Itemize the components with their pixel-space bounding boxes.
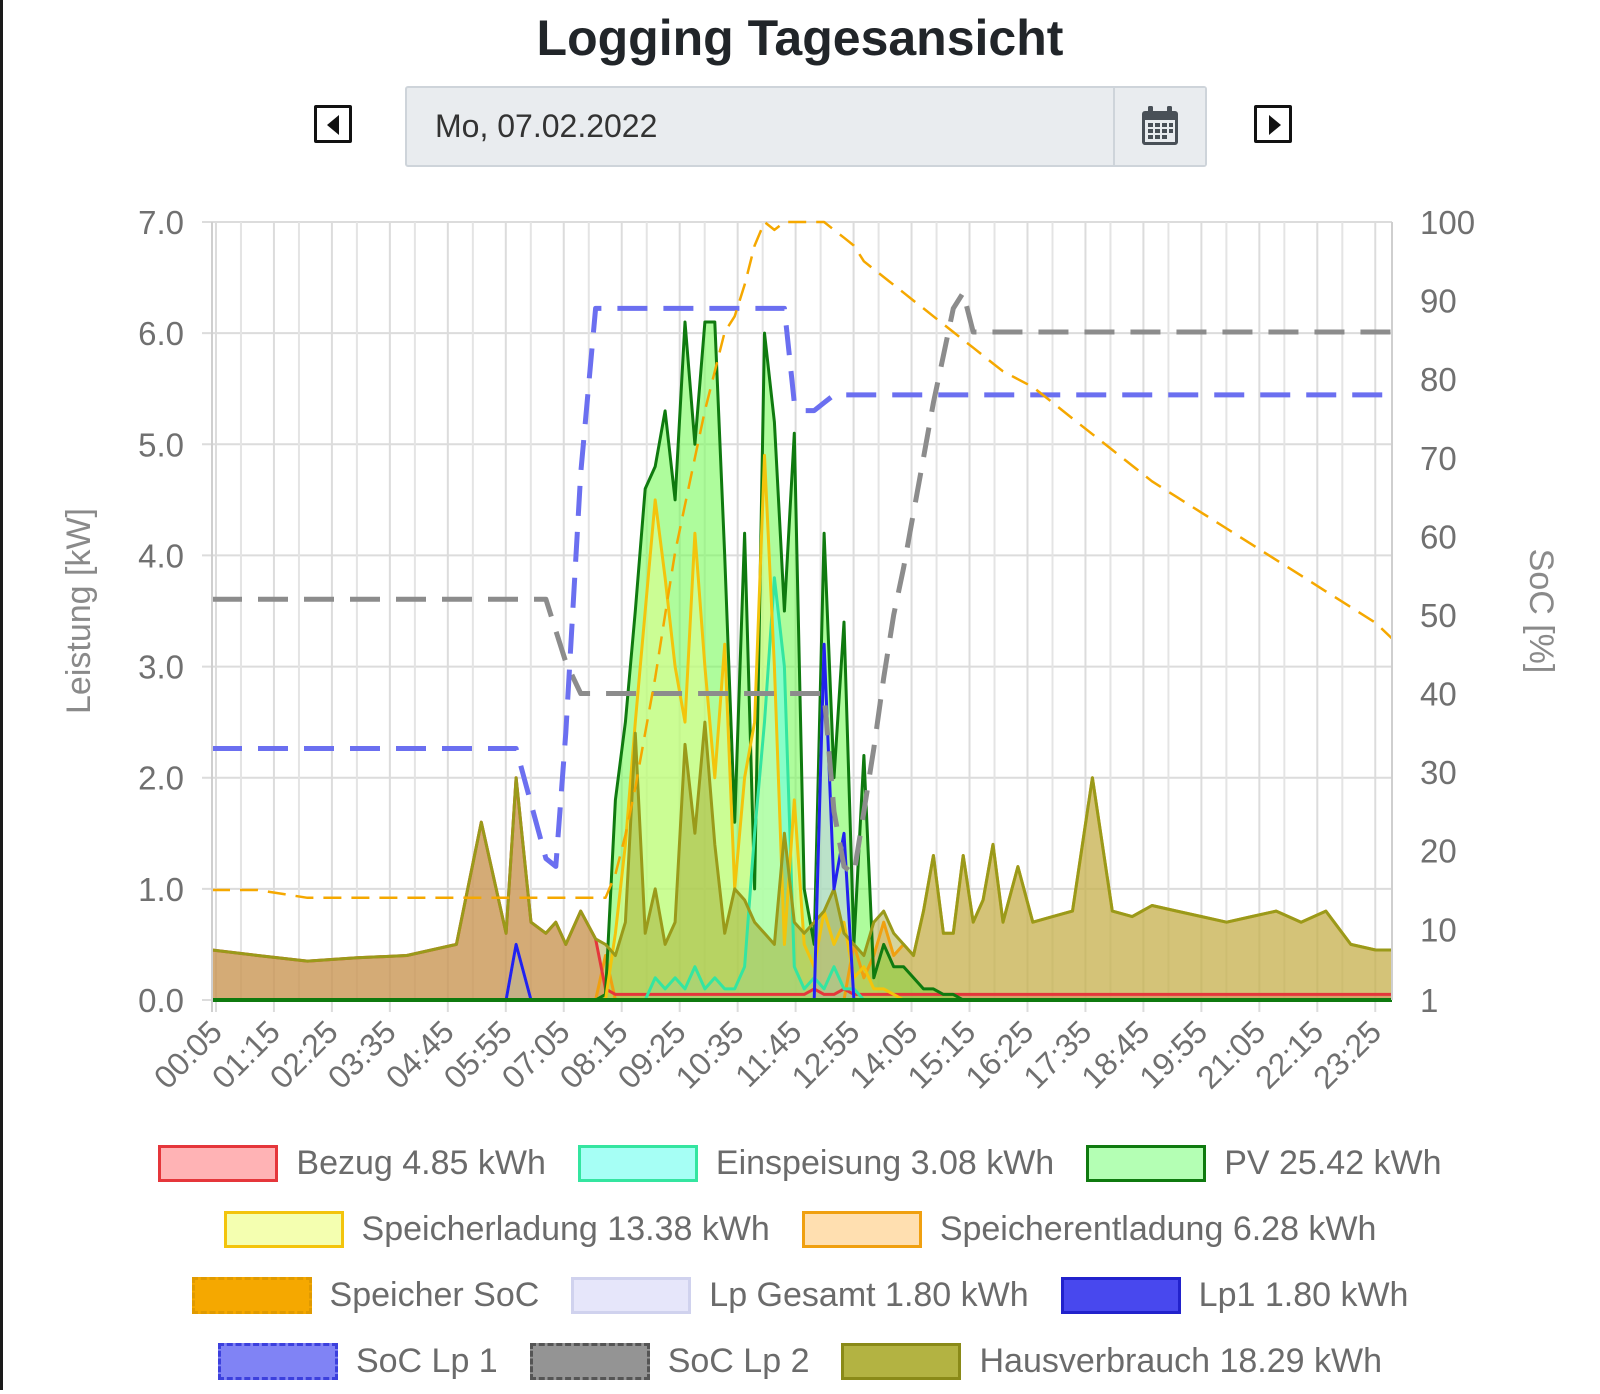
y-tick-label-left: 3.0: [138, 649, 184, 686]
legend-item-bezug[interactable]: Bezug 4.85 kWh: [158, 1143, 546, 1183]
legend-item-hausverbrauch[interactable]: Hausverbrauch 18.29 kWh: [841, 1342, 1382, 1381]
legend-label: Lp1 1.80 kWh: [1198, 1275, 1409, 1314]
legend-swatch-soc-lp2: [529, 1342, 650, 1380]
date-picker[interactable]: Mo, 07.02.2022: [405, 86, 1207, 167]
calendar-icon: [1142, 106, 1178, 145]
legend-label: PV 25.42 kWh: [1224, 1143, 1442, 1182]
y-tick-label-left: 6.0: [138, 315, 184, 352]
series-area-speicherentladung: [212, 777, 1392, 1000]
series-line-soc-lp2: [212, 290, 1392, 877]
y-tick-label-right: 10: [1420, 911, 1457, 948]
next-day-button[interactable]: [1254, 105, 1292, 143]
legend-swatch-bezug: [158, 1144, 279, 1182]
y-axis-title-right: SoC [%]: [1522, 549, 1560, 674]
legend-item-lp-gesamt[interactable]: Lp Gesamt 1.80 kWh: [571, 1275, 1029, 1315]
y-tick-label-left: 1.0: [138, 871, 184, 908]
logging-chart: 0.0 1.0 2.0 3.0 4.0 5.0 6.0 7.0 1 10 20 30 40 50 60 70 8…: [60, 204, 1560, 1096]
y-tick-label-right: 90: [1420, 283, 1457, 320]
y-axis-title-left: Leistung [kW]: [60, 508, 98, 714]
y-tick-label-right: 60: [1420, 518, 1457, 555]
legend-row: Speicherladung 13.38 kWh Speicherentladu…: [0, 1196, 1600, 1262]
legend-row: Speicher SoC Lp Gesamt 1.80 kWh Lp1 1.80…: [0, 1262, 1600, 1328]
series-area-pv: [212, 322, 1392, 1000]
y-tick-label-right: 70: [1420, 440, 1457, 477]
series-line-soc-lp1: [212, 305, 1392, 869]
legend-item-lp1[interactable]: Lp1 1.80 kWh: [1060, 1275, 1409, 1315]
legend-item-soc-lp2[interactable]: SoC Lp 2: [529, 1341, 810, 1381]
legend-swatch-lp-gesamt: [571, 1276, 692, 1314]
x-tick-label: 10:35: [669, 1013, 751, 1095]
legend-swatch-speicherentladung: [801, 1210, 922, 1248]
y-tick-label-right: 40: [1420, 676, 1457, 713]
legend-item-speicher-soc[interactable]: Speicher SoC: [191, 1275, 540, 1315]
legend-swatch-lp1: [1060, 1276, 1181, 1314]
y-tick-label-right: 100: [1420, 204, 1475, 241]
y-tick-label-right: 50: [1420, 597, 1457, 634]
legend-label: SoC Lp 2: [667, 1341, 810, 1380]
y-tick-label-left: 7.0: [138, 204, 184, 241]
legend-label: Lp Gesamt 1.80 kWh: [709, 1275, 1029, 1314]
legend-label: Hausverbrauch 18.29 kWh: [979, 1341, 1383, 1380]
legend-swatch-soc-lp1: [217, 1342, 338, 1380]
y-tick-label-left: 4.0: [138, 537, 184, 574]
y-tick-label-left: 2.0: [138, 760, 184, 797]
legend-row: Bezug 4.85 kWh Einspeisung 3.08 kWh PV 2…: [0, 1130, 1600, 1196]
series-line-hausverbrauch: [211, 720, 1392, 963]
y-tick-label-left: 0.0: [138, 982, 184, 1019]
legend-item-speicherladung[interactable]: Speicherladung 13.38 kWh: [223, 1209, 770, 1249]
y-tick-label-right: 20: [1420, 833, 1457, 870]
caret-right-icon: [1269, 115, 1281, 135]
legend-label: Einspeisung 3.08 kWh: [715, 1143, 1055, 1182]
date-input[interactable]: Mo, 07.02.2022: [435, 108, 658, 144]
legend-swatch-hausverbrauch: [841, 1342, 962, 1380]
series-line-speicher-soc: [212, 220, 1393, 900]
legend-label: Speicherladung 13.38 kWh: [361, 1209, 770, 1248]
legend-swatch-speicherladung: [223, 1210, 344, 1248]
series-area-bezug: [212, 777, 1392, 1000]
legend-label: Speicherentladung 6.28 kWh: [939, 1209, 1377, 1248]
page-title: Logging Tagesansicht: [536, 10, 1064, 66]
legend-item-pv[interactable]: PV 25.42 kWh: [1086, 1143, 1442, 1183]
x-tick-label: 23:25: [1306, 1013, 1388, 1095]
chart-legend: Bezug 4.85 kWh Einspeisung 3.08 kWh PV 2…: [0, 1130, 1600, 1394]
legend-row: SoC Lp 1 SoC Lp 2 Hausverbrauch 18.29 kW…: [0, 1328, 1600, 1394]
legend-label: Bezug 4.85 kWh: [296, 1143, 546, 1182]
y-tick-label-right: 80: [1420, 361, 1457, 398]
legend-item-soc-lp1[interactable]: SoC Lp 1: [217, 1341, 498, 1381]
legend-swatch-pv: [1086, 1144, 1207, 1182]
legend-label: Speicher SoC: [329, 1275, 540, 1314]
legend-swatch-speicher-soc: [191, 1276, 312, 1314]
legend-swatch-einspeisung: [577, 1144, 698, 1182]
y-tick-label-right: 30: [1420, 754, 1457, 791]
y-tick-label-left: 5.0: [138, 426, 184, 463]
calendar-button[interactable]: [1113, 88, 1205, 165]
legend-label: SoC Lp 1: [355, 1341, 498, 1380]
caret-left-icon: [327, 115, 339, 135]
window-edge: [0, 0, 3, 1390]
y-tick-label-right: 1: [1420, 982, 1438, 1019]
legend-item-speicherentladung[interactable]: Speicherentladung 6.28 kWh: [801, 1209, 1377, 1249]
legend-item-einspeisung[interactable]: Einspeisung 3.08 kWh: [577, 1143, 1055, 1183]
previous-day-button[interactable]: [314, 105, 352, 143]
